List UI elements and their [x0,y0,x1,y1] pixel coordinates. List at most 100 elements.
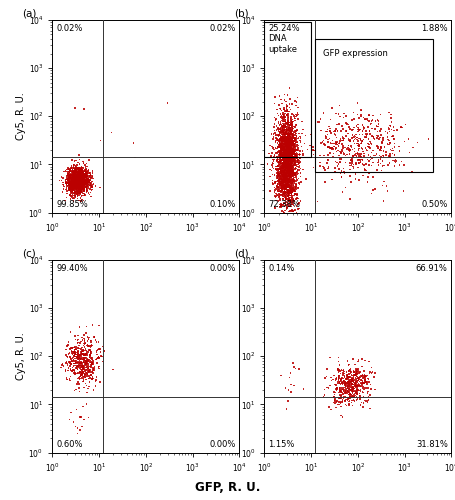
Point [286,178,293,186]
Point [361,396,368,404]
Point [275,121,283,129]
Point [283,167,290,175]
Point [337,173,344,181]
Point [76,173,83,181]
Point [70,192,77,200]
Point [282,129,289,137]
Point [364,152,371,160]
Point [85,346,92,354]
Point [279,142,286,150]
Point [289,153,296,161]
Point [279,192,287,200]
Point [78,178,86,186]
Point [78,186,85,194]
Point [368,116,375,124]
Point [76,170,83,177]
Point [76,323,83,331]
Point [83,177,91,185]
Point [283,140,290,148]
Point [66,174,74,182]
Point [387,146,394,154]
Point [276,180,283,188]
Point [71,175,78,183]
Point [79,184,86,192]
Point [278,130,285,138]
Point [67,355,74,363]
Point [279,176,286,184]
Point [344,120,352,128]
Point [69,364,76,372]
Point [286,164,293,172]
Point [334,376,342,384]
Point [293,176,300,184]
Point [80,178,87,186]
Point [285,176,293,184]
Point [389,134,396,142]
Point [345,138,353,145]
Point [268,130,275,138]
Point [276,150,283,158]
Point [281,166,288,173]
Point [81,179,88,187]
Point [73,177,80,185]
Point [283,153,291,161]
Point [73,171,81,179]
Point [64,169,71,177]
Point [82,179,90,187]
Point [277,148,284,156]
Point [279,190,286,198]
Point [277,166,284,174]
Point [279,156,287,164]
Point [290,154,298,162]
Point [290,147,298,155]
Point [73,178,81,186]
Point [334,379,342,387]
Point [283,147,291,155]
Point [352,393,359,401]
Point [364,117,372,125]
Point [76,184,83,192]
Point [338,374,345,382]
Point [286,202,293,210]
Point [367,148,374,156]
Point [288,153,296,161]
Point [357,376,364,384]
Point [66,416,73,424]
Point [283,164,290,172]
Point [288,150,296,158]
Point [74,179,81,187]
Point [74,180,81,188]
Point [277,182,284,190]
Point [286,171,293,179]
Point [286,154,293,162]
Point [279,179,287,187]
Point [69,182,76,190]
Point [74,174,81,182]
Point [78,169,86,177]
Point [278,176,286,184]
Point [77,345,84,353]
Point [69,184,76,192]
Point [283,164,290,172]
Point [277,152,284,160]
Point [281,166,288,173]
Point [275,178,282,186]
Point [74,180,81,188]
Point [284,128,292,136]
Point [283,190,290,198]
Point [352,130,359,138]
Point [283,133,290,141]
Point [377,125,384,133]
Point [74,176,81,184]
Point [286,126,293,134]
Point [281,156,288,164]
Point [71,170,79,178]
Point [288,150,295,158]
Point [82,178,90,186]
Point [68,180,75,188]
Point [74,175,81,183]
Point [277,190,284,198]
Point [346,379,354,387]
Point [96,378,103,386]
Point [282,158,289,166]
